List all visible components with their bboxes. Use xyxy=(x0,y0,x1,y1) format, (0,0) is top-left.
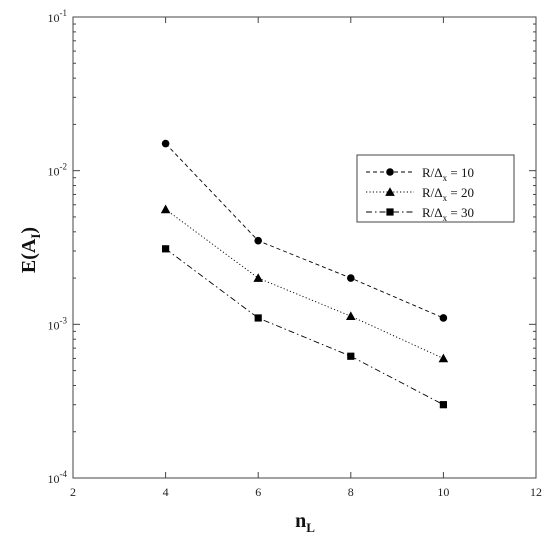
legend-marker-square xyxy=(386,208,394,216)
x-axis-title: nL xyxy=(295,510,315,535)
y-tick-label: 10-4 xyxy=(48,469,68,486)
y-axis-title-sub: I xyxy=(28,234,43,239)
x-axis-title-main: n xyxy=(295,510,306,532)
data-point-square xyxy=(254,314,262,322)
series-line xyxy=(165,143,444,319)
series-layer xyxy=(160,139,449,409)
data-point-circle xyxy=(254,236,262,245)
legend-marker-triangle xyxy=(385,187,395,196)
data-point-triangle xyxy=(253,273,263,282)
data-point-square xyxy=(347,352,355,360)
x-tick-label: 10 xyxy=(437,485,449,499)
x-tick-label: 2 xyxy=(70,485,76,499)
y-axis-title-close: ) xyxy=(18,227,40,234)
series-1 xyxy=(161,139,448,322)
legend-label: R/Δx = 10 xyxy=(422,165,474,183)
data-point-circle xyxy=(347,274,355,282)
data-point-square xyxy=(162,245,170,253)
data-point-circle xyxy=(161,139,170,148)
data-point-triangle xyxy=(160,204,171,214)
legend-label: R/Δx = 30 xyxy=(422,205,474,223)
data-point-circle xyxy=(439,314,448,322)
series-3 xyxy=(162,245,447,409)
x-tick-label: 6 xyxy=(255,485,261,499)
x-axis-title-sub: L xyxy=(306,520,315,535)
x-tick-label: 8 xyxy=(348,485,354,499)
legend: R/Δx = 10 R/Δx = 20 R/Δx = 30 xyxy=(356,154,515,223)
series-2 xyxy=(160,204,449,363)
y-axis-ticks: 10-4 10-3 10-2 10-1 xyxy=(48,8,536,486)
data-point-square xyxy=(439,401,447,409)
x-tick-label: 4 xyxy=(163,485,169,499)
y-axis-title-main: E(A xyxy=(18,238,40,273)
legend-label: R/Δx = 20 xyxy=(422,185,474,203)
y-tick-label: 10-3 xyxy=(48,315,68,332)
series-line xyxy=(165,209,444,359)
x-tick-label: 12 xyxy=(530,485,542,499)
data-point-triangle xyxy=(438,353,449,363)
legend-box xyxy=(356,154,515,223)
x-axis-ticks: 2 4 6 8 10 12 xyxy=(70,17,542,499)
legend-marker-circle xyxy=(386,168,394,176)
data-point-triangle xyxy=(346,311,356,321)
plot-frame xyxy=(72,16,537,479)
y-tick-label: 10-1 xyxy=(48,8,68,25)
y-axis-title: E(AI) xyxy=(18,227,43,273)
series-line xyxy=(165,248,444,406)
y-tick-label: 10-2 xyxy=(48,162,68,179)
